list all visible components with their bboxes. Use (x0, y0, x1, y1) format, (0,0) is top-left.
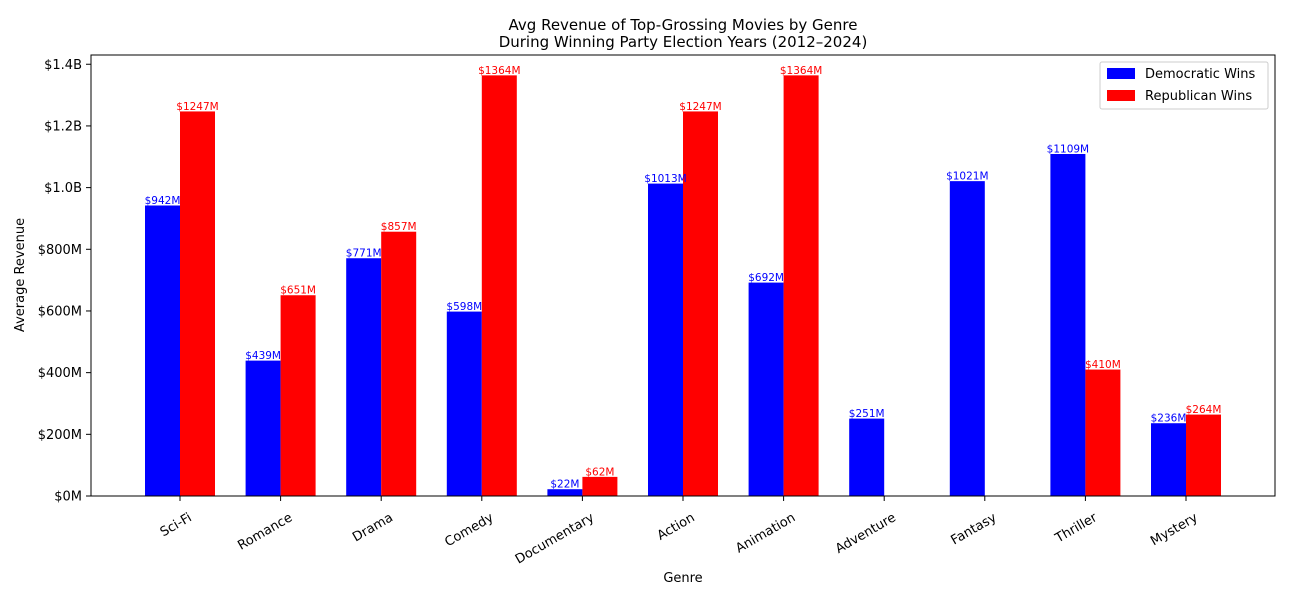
bar-label-republican-comedy: $1364M (478, 65, 520, 77)
x-axis-title: Genre (663, 571, 702, 586)
chart-subtitle: During Winning Party Election Years (201… (499, 33, 868, 51)
y-tick-label: $800M (38, 243, 82, 258)
x-tick-label-mystery: Mystery (1148, 510, 1201, 549)
x-axis: Sci-Fi Romance Drama Comedy Documentary Actio… (158, 496, 1201, 568)
y-tick-label: $1.4B (44, 58, 82, 73)
bar-label-republican-animation: $1364M (780, 65, 822, 77)
bar-label-democratic-comedy: $598M (446, 301, 482, 313)
bar-republican-action (683, 111, 718, 496)
y-tick-label: $1.0B (44, 181, 82, 196)
x-tick-label-sci-fi: Sci-Fi (158, 510, 195, 540)
x-tick-label-comedy: Comedy (442, 510, 496, 550)
bar-democratic-fantasy (949, 181, 985, 496)
y-axis-title: Average Revenue (13, 218, 28, 332)
y-tick-label: $1.2B (44, 119, 82, 134)
bar-democratic-mystery (1151, 423, 1186, 496)
x-tick-label-romance: Romance (235, 510, 295, 553)
x-tick-label-thriller: Thriller (1052, 510, 1101, 547)
x-tick-label-documentary: Documentary (513, 510, 597, 567)
bar-label-democratic-thriller: $1109M (1047, 143, 1089, 155)
chart-title: Avg Revenue of Top-Grossing Movies by Ge… (509, 16, 858, 34)
bar-label-democratic-fantasy: $1021M (946, 171, 988, 183)
bar-label-democratic-romance: $439M (245, 350, 281, 362)
y-tick-label: $600M (38, 304, 82, 319)
x-tick-label-drama: Drama (350, 510, 396, 545)
bar-label-republican-thriller: $410M (1085, 359, 1121, 371)
x-tick-label-adventure: Adventure (833, 510, 899, 557)
x-tick-label-animation: Animation (733, 510, 798, 556)
bar-label-republican-drama: $857M (381, 221, 417, 233)
bar-label-republican-documentary: $62M (585, 466, 614, 478)
bar-democratic-romance (245, 360, 281, 496)
bar-democratic-drama (346, 258, 382, 496)
bar-republican-mystery (1186, 414, 1221, 496)
y-tick-label: $400M (38, 366, 82, 381)
bar-democratic-sci-fi (145, 205, 180, 496)
bar-label-republican-sci-fi: $1247M (176, 101, 218, 113)
bar-label-republican-romance: $651M (280, 285, 316, 297)
legend-swatch-democratic (1107, 68, 1135, 79)
bar-label-republican-mystery: $264M (1186, 404, 1222, 416)
bar-label-republican-action: $1247M (679, 101, 721, 113)
bar-label-democratic-sci-fi: $942M (145, 195, 181, 207)
legend-label-democratic: Democratic Wins (1145, 67, 1255, 82)
bar-democratic-thriller (1050, 153, 1086, 496)
bars-group (145, 75, 1221, 497)
bar-label-democratic-animation: $692M (748, 272, 784, 284)
bar-label-democratic-mystery: $236M (1151, 413, 1187, 425)
bar-republican-drama (381, 231, 417, 497)
bar-democratic-documentary (547, 489, 583, 496)
x-tick-label-action: Action (655, 510, 698, 543)
bar-label-democratic-adventure: $251M (849, 408, 885, 420)
legend-frame (1099, 61, 1269, 110)
legend: Democratic Wins Republican Wins (1099, 61, 1269, 110)
legend-swatch-republican (1107, 90, 1135, 101)
bar-republican-documentary (582, 476, 618, 496)
bar-labels-group: $942M $439M $771M $598M $22M $1013M $692M $251M… (145, 65, 1222, 491)
bar-republican-animation (783, 75, 819, 496)
x-tick-label-fantasy: Fantasy (949, 510, 1000, 548)
bar-republican-thriller (1085, 369, 1121, 496)
bar-democratic-comedy (446, 311, 482, 496)
bar-democratic-animation (748, 282, 784, 496)
y-tick-label: $200M (38, 428, 82, 443)
y-axis: $0M $200M $400M $600M $800M $1.0B $1.2B $1.4B (38, 58, 91, 505)
bar-label-democratic-action: $1013M (644, 173, 686, 185)
bar-republican-comedy (481, 75, 517, 496)
bar-republican-sci-fi (180, 111, 215, 496)
bar-democratic-adventure (849, 418, 885, 496)
y-tick-label: $0M (54, 490, 82, 505)
bar-label-democratic-documentary: $22M (550, 479, 579, 491)
bar-republican-romance (280, 295, 316, 496)
bar-label-democratic-drama: $771M (346, 248, 382, 260)
bar-democratic-action (648, 183, 683, 496)
legend-label-republican: Republican Wins (1145, 89, 1252, 104)
